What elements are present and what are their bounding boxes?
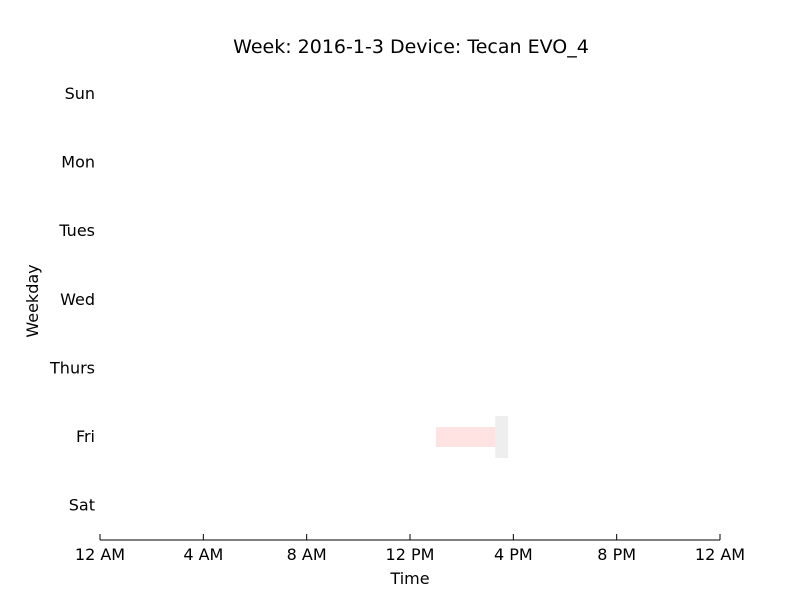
event-bars — [435, 416, 509, 458]
day-label-fri: Fri — [76, 427, 95, 446]
x-tick-label-2: 8 AM — [287, 545, 327, 564]
x-tick-label-6: 12 AM — [695, 545, 745, 564]
day-label-thurs: Thurs — [49, 358, 95, 377]
day-label-tues: Tues — [58, 221, 95, 240]
x-tick-label-5: 8 PM — [597, 545, 636, 564]
x-axis-label: Time — [389, 569, 429, 588]
event-bar-1 — [435, 427, 501, 447]
x-tick-label-4: 4 PM — [494, 545, 533, 564]
day-label-mon: Mon — [61, 153, 95, 172]
x-tick-label-1: 4 AM — [183, 545, 223, 564]
y-tick-labels: Sun Mon Tues Wed Thurs Fri Sat — [49, 84, 95, 515]
y-axis-label: Weekday — [23, 264, 42, 337]
day-label-wed: Wed — [60, 290, 95, 309]
chart-title: Week: 2016-1-3 Device: Tecan EVO_4 — [233, 36, 589, 58]
x-tick-label-0: 12 AM — [75, 545, 125, 564]
event-bar-2 — [495, 416, 509, 458]
day-label-sat: Sat — [69, 496, 95, 515]
day-label-sun: Sun — [65, 84, 95, 103]
x-tick-marks: 12 AM 4 AM 8 AM 12 PM 4 PM 8 PM 12 AM — [75, 534, 745, 564]
x-tick-label-3: 12 PM — [386, 545, 435, 564]
